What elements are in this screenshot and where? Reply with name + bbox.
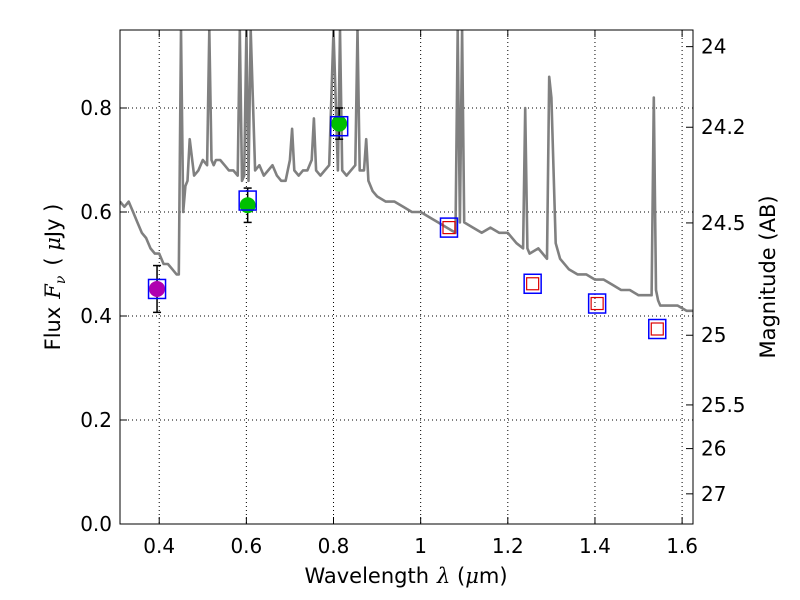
x-tick-label: 1.4 [579, 534, 611, 558]
magnitude-axis: 24 24.2 24.5 25 25.5 26 27 [686, 35, 746, 506]
sed-model-line [120, 30, 693, 313]
model-photometry-box [238, 190, 257, 211]
y-tick-label: 0.4 [80, 304, 112, 328]
x-axis-label: Wavelength λ (μm) [304, 564, 507, 588]
magnitude-tick-label: 27 [701, 482, 726, 506]
y-axis-label: FluxFν( μJy ) [41, 204, 69, 351]
model-photometry-box [439, 217, 459, 238]
observed-point [149, 280, 166, 297]
model-photometry-box [587, 293, 607, 314]
x-axis: 0.4 0.6 0.8 1 1.2 1.4 1.6 [143, 30, 698, 558]
y-tick-label: 0.2 [80, 408, 112, 432]
x-tick-label: 0.8 [318, 534, 350, 558]
magnitude-tick-label: 24 [701, 35, 726, 59]
magnitude-axis-label: Magnitude (AB) [756, 195, 780, 358]
y-tick-label: 0.0 [80, 512, 112, 536]
magnitude-tick-label: 26 [701, 437, 726, 461]
x-tick-label: 1.6 [666, 534, 698, 558]
observed-point [331, 115, 348, 132]
model-layer [120, 30, 693, 313]
x-tick-label: 1.2 [492, 534, 524, 558]
magnitude-tick-label: 24.5 [701, 211, 746, 235]
points-layer [147, 107, 667, 340]
upper-limit-marker [442, 221, 456, 235]
y-axis: 0.0 0.2 0.4 0.6 0.8 [80, 96, 127, 536]
magnitude-tick-label: 25.5 [701, 393, 746, 417]
x-tick-label: 1 [414, 534, 427, 558]
model-photometry-box [648, 318, 667, 340]
model-photometry-box [329, 115, 349, 137]
model-photometry-box [147, 278, 167, 300]
y-tick-label: 0.6 [80, 200, 112, 224]
magnitude-tick-label: 25 [701, 323, 726, 347]
x-tick-label: 0.4 [143, 534, 175, 558]
x-tick-label: 0.6 [230, 534, 262, 558]
upper-limit-marker [650, 322, 664, 336]
model-photometry-box [523, 273, 542, 295]
magnitude-tick-label: 24.2 [701, 115, 746, 139]
y-tick-label: 0.8 [80, 96, 112, 120]
upper-limit-marker [590, 296, 604, 311]
observed-point [239, 197, 256, 214]
upper-limit-marker [526, 277, 540, 291]
plot-frame [119, 29, 694, 525]
